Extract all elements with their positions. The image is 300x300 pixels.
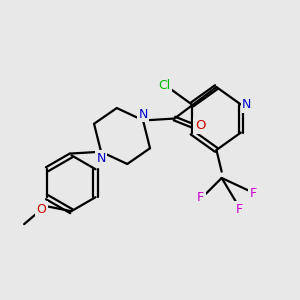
Text: N: N	[242, 98, 251, 111]
Text: F: F	[236, 203, 243, 216]
Text: O: O	[195, 119, 205, 132]
Text: Cl: Cl	[158, 79, 170, 92]
Text: N: N	[96, 152, 106, 164]
Text: N: N	[138, 108, 148, 121]
Text: O: O	[37, 203, 46, 216]
Text: F: F	[250, 187, 257, 200]
Text: F: F	[197, 191, 204, 204]
